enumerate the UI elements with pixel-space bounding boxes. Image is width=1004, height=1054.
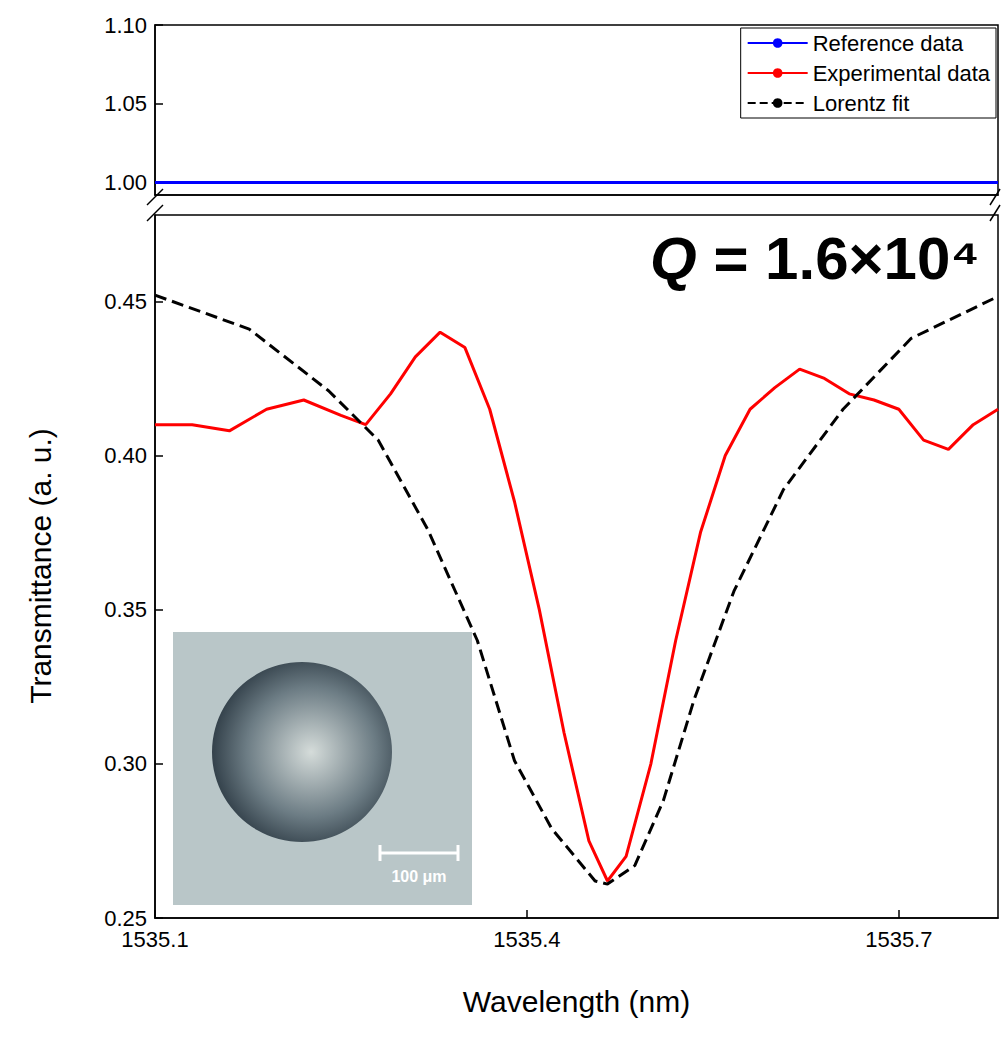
svg-text:0.25: 0.25 — [104, 905, 147, 931]
svg-text:Wavelength (nm): Wavelength (nm) — [463, 985, 690, 1018]
svg-text:0.35: 0.35 — [104, 597, 147, 622]
svg-text:Reference data: Reference data — [813, 31, 964, 56]
svg-text:0.40: 0.40 — [104, 443, 147, 468]
svg-text:1.10: 1.10 — [104, 13, 147, 38]
svg-text:100 μm: 100 μm — [391, 868, 446, 885]
svg-text:0.30: 0.30 — [104, 751, 147, 776]
svg-text:0.45: 0.45 — [104, 289, 147, 314]
svg-text:Transmittance (a. u.): Transmittance (a. u.) — [24, 428, 57, 704]
svg-text:1535.1: 1535.1 — [121, 927, 188, 952]
svg-text:1.05: 1.05 — [104, 91, 147, 116]
svg-text:= 1.6×10⁴: = 1.6×10⁴ — [697, 225, 980, 292]
svg-text:1.00: 1.00 — [104, 170, 147, 195]
svg-text:1535.7: 1535.7 — [865, 927, 932, 952]
svg-text:Lorentz fit: Lorentz fit — [813, 91, 910, 116]
svg-text:Experimental data: Experimental data — [813, 61, 991, 86]
svg-text:1535.4: 1535.4 — [493, 927, 560, 952]
svg-text:Q: Q — [650, 225, 697, 292]
